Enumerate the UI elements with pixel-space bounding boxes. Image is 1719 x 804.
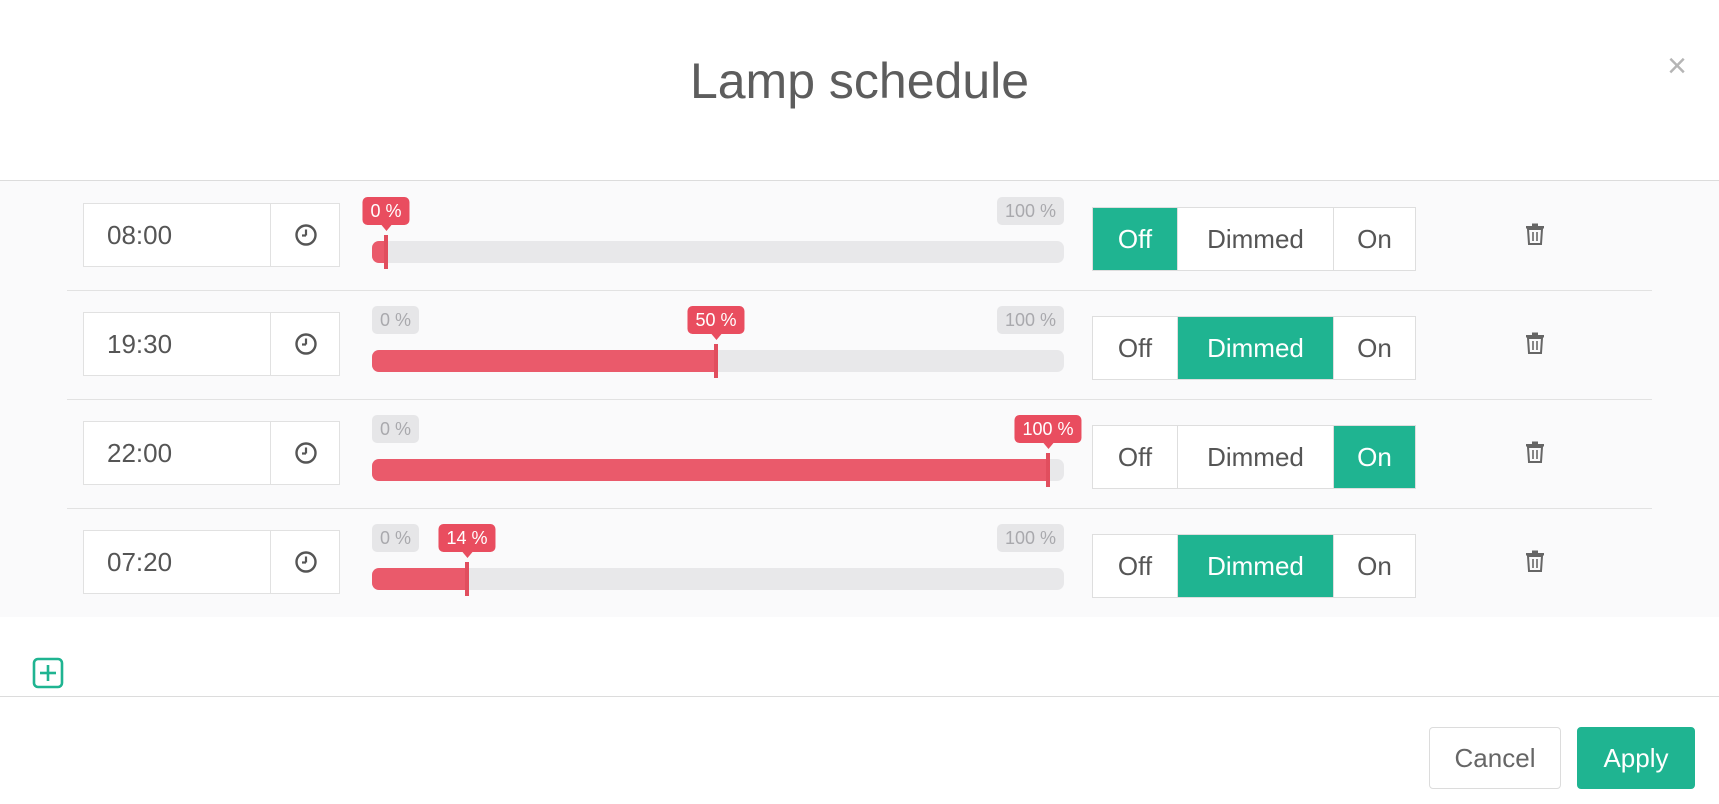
cancel-button[interactable]: Cancel <box>1429 727 1561 789</box>
mode-off-button[interactable]: Off <box>1093 426 1178 488</box>
slider-handle[interactable] <box>384 235 388 269</box>
slider-value-label: 100 % <box>1014 415 1082 449</box>
clock-button[interactable] <box>270 422 340 484</box>
trash-icon <box>1526 332 1544 354</box>
slider-handle[interactable] <box>1046 453 1050 487</box>
slider-value-label: 50 % <box>687 306 745 340</box>
level-slider[interactable]: 0 % 100 % 100 % <box>372 415 1082 495</box>
slider-min-label: 0 % <box>372 524 420 552</box>
close-button[interactable]: × <box>1659 48 1695 84</box>
trash-icon <box>1526 550 1544 572</box>
clock-icon <box>294 551 317 573</box>
slider-fill <box>372 350 716 372</box>
delete-row-button[interactable] <box>1521 328 1549 358</box>
time-picker <box>83 530 340 594</box>
time-input[interactable] <box>84 204 270 266</box>
add-row-bar <box>0 617 1719 697</box>
mode-on-button[interactable]: On <box>1334 426 1415 488</box>
slider-fill <box>372 459 1048 481</box>
time-picker <box>83 312 340 376</box>
add-schedule-button[interactable] <box>32 657 64 689</box>
trash-icon <box>1526 441 1544 463</box>
slider-track[interactable] <box>372 350 1064 372</box>
clock-button[interactable] <box>270 204 340 266</box>
schedule-list: 0 % 100 % 0 % Off Dimmed On <box>0 181 1719 617</box>
mode-off-button[interactable]: Off <box>1093 208 1178 270</box>
level-slider[interactable]: 0 % 100 % 14 % <box>372 524 1064 604</box>
level-slider[interactable]: 0 % 100 % 0 % <box>362 197 1064 277</box>
slider-max-label: 100 % <box>996 524 1064 552</box>
mode-toggle-group: Off Dimmed On <box>1092 207 1416 271</box>
mode-on-button[interactable]: On <box>1357 224 1392 254</box>
slider-track[interactable] <box>372 241 1064 263</box>
close-icon: × <box>1667 47 1687 85</box>
mode-off-button[interactable]: Off <box>1093 317 1178 379</box>
slider-min-label: 0 % <box>372 306 420 334</box>
mode-off-button[interactable]: Off <box>1093 535 1178 597</box>
slider-handle[interactable] <box>714 344 718 378</box>
time-input[interactable] <box>84 531 270 593</box>
clock-icon <box>294 442 317 464</box>
schedule-row: 0 % 100 % 0 % Off Dimmed On <box>67 181 1652 291</box>
clock-button[interactable] <box>270 531 340 593</box>
mode-toggle-group: Off Dimmed On <box>1092 425 1416 489</box>
mode-dimmed-button[interactable]: Dimmed <box>1178 208 1334 270</box>
clock-icon <box>294 224 317 246</box>
mode-toggle-group: Off Dimmed On <box>1092 534 1416 598</box>
slider-track[interactable] <box>372 568 1064 590</box>
mode-on-button[interactable]: On <box>1357 551 1392 581</box>
clock-icon <box>294 333 317 355</box>
mode-dimmed-button[interactable]: Dimmed <box>1178 317 1334 379</box>
mode-dimmed-button[interactable]: Dimmed <box>1178 426 1334 488</box>
schedule-row: 0 % 100 % 100 % Off Dimmed On <box>67 399 1652 509</box>
clock-button[interactable] <box>270 313 340 375</box>
schedule-row: 0 % 100 % 14 % Off Dimmed On <box>67 508 1652 617</box>
trash-icon <box>1526 223 1544 245</box>
slider-fill <box>372 568 467 590</box>
slider-fill <box>372 241 386 263</box>
time-picker <box>83 421 340 485</box>
mode-on-button[interactable]: On <box>1357 333 1392 363</box>
schedule-row: 0 % 100 % 50 % Off Dimmed On <box>67 290 1652 400</box>
level-slider[interactable]: 0 % 100 % 50 % <box>372 306 1064 386</box>
slider-track[interactable] <box>372 459 1064 481</box>
time-input[interactable] <box>84 313 270 375</box>
mode-toggle-group: Off Dimmed On <box>1092 316 1416 380</box>
slider-max-label: 100 % <box>996 197 1064 225</box>
delete-row-button[interactable] <box>1521 219 1549 249</box>
time-input[interactable] <box>84 422 270 484</box>
slider-handle[interactable] <box>465 562 469 596</box>
modal-title: Lamp schedule <box>689 53 1030 109</box>
delete-row-button[interactable] <box>1521 546 1549 576</box>
apply-button[interactable]: Apply <box>1577 727 1695 789</box>
slider-max-label: 100 % <box>996 306 1064 334</box>
delete-row-button[interactable] <box>1521 437 1549 467</box>
time-picker <box>83 203 340 267</box>
slider-value-label: 14 % <box>438 524 496 558</box>
modal-header: Lamp schedule × <box>0 0 1719 181</box>
mode-dimmed-button[interactable]: Dimmed <box>1178 535 1334 597</box>
slider-value-label: 0 % <box>362 197 410 231</box>
plus-square-icon <box>32 657 64 689</box>
slider-min-label: 0 % <box>372 415 420 443</box>
